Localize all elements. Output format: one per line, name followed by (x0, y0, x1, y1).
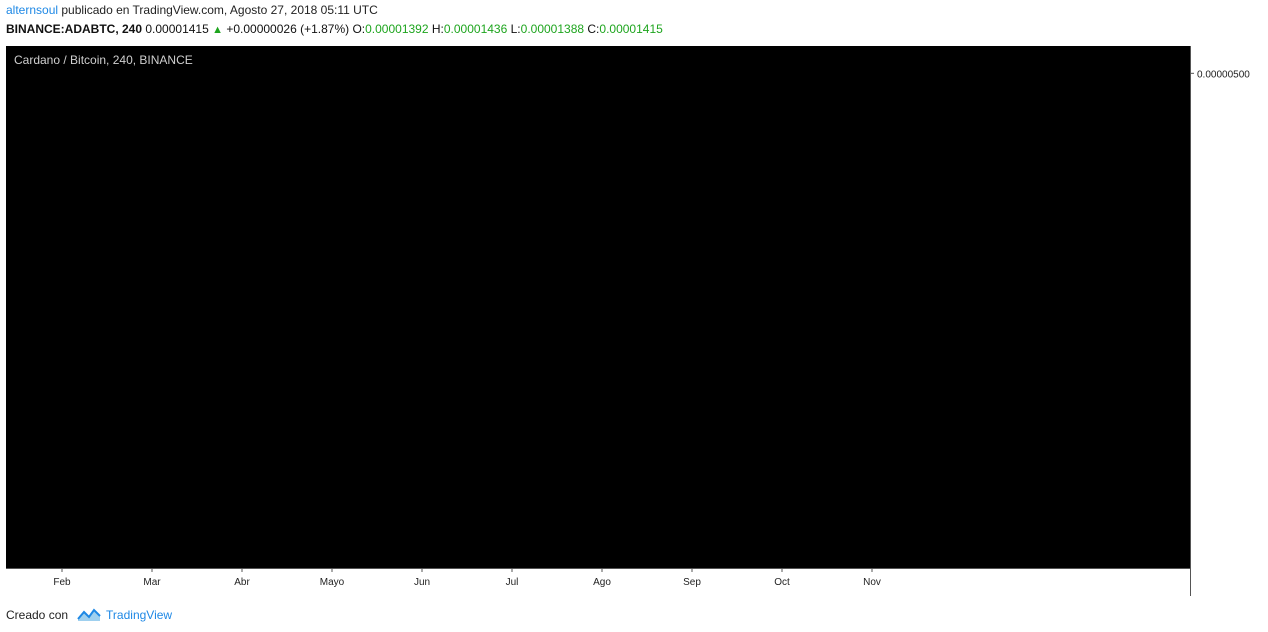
last-price: 0.00001415 (145, 22, 209, 36)
x-tick-label: Oct (774, 577, 790, 588)
price-chart[interactable]: 0.000050000.000045000.000040000.00003500… (6, 46, 1264, 596)
up-arrow-icon: ▲ (212, 24, 223, 36)
x-tick-label: Feb (53, 577, 71, 588)
x-tick-label: Jul (506, 577, 519, 588)
high-value: 0.00001436 (443, 22, 508, 36)
plot-background (6, 46, 1190, 568)
created-with-text: Creado con (6, 608, 69, 622)
publish-text: publicado en TradingView.com, Agosto 27,… (61, 3, 378, 17)
x-tick-label: Mar (143, 577, 161, 588)
tradingview-brand-link[interactable]: TradingView (106, 608, 173, 622)
x-tick-label: Jun (414, 577, 430, 588)
x-tick-label: Nov (863, 577, 881, 588)
x-tick-label: Ago (593, 577, 611, 588)
price-change: +0.00000026 (+1.87%) (226, 22, 350, 36)
price-axis-background (1190, 46, 1264, 596)
chart-header-ohlc-line: BINANCE:ADABTC, 240 0.00001415 ▲ +0.0000… (6, 22, 663, 36)
x-tick-label: Mayo (320, 577, 345, 588)
author-link[interactable]: alternsoul (6, 3, 59, 17)
low-label: L: (510, 22, 521, 36)
chart-canvas[interactable]: 0.000050000.000045000.000040000.00003500… (6, 46, 1264, 596)
time-axis-background (6, 568, 1190, 596)
close-value: 0.00001415 (599, 22, 663, 36)
chart-title: Cardano / Bitcoin, 240, BINANCE (14, 53, 193, 67)
tradingview-logo-icon (77, 608, 101, 621)
x-tick-label: Abr (234, 577, 250, 588)
high-label: H: (431, 22, 444, 36)
close-label: C: (587, 22, 600, 36)
symbol-label: BINANCE:ADABTC, 240 (6, 22, 143, 36)
footer: Creado con TradingView (6, 607, 172, 623)
x-tick-label: Sep (683, 577, 701, 588)
y-tick-label: 0.00000500 (1197, 69, 1250, 80)
chart-header-author-line: alternsoul publicado en TradingView.com,… (6, 3, 378, 17)
low-value: 0.00001388 (520, 22, 585, 36)
open-value: 0.00001392 (365, 22, 429, 36)
open-label: O: (352, 22, 366, 36)
